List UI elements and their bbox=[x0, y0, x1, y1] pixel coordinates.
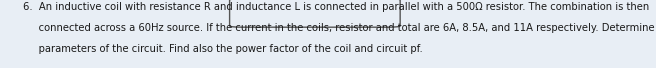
FancyBboxPatch shape bbox=[230, 0, 400, 27]
Text: 6.  An inductive coil with resistance R and inductance L is connected in paralle: 6. An inductive coil with resistance R a… bbox=[23, 2, 649, 12]
Text: connected across a 60Hz source. If the current in the coils, resistor and total : connected across a 60Hz source. If the c… bbox=[23, 23, 656, 33]
Text: parameters of the circuit. Find also the power factor of the coil and circuit pf: parameters of the circuit. Find also the… bbox=[23, 44, 422, 54]
